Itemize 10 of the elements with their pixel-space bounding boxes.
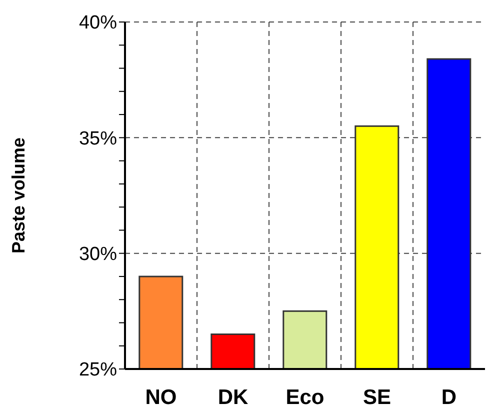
x-tick-label: D — [441, 386, 457, 409]
x-tick-label: SE — [362, 386, 392, 409]
x-tick-label: DK — [218, 386, 248, 409]
y-tick-label: 30% — [78, 244, 118, 266]
y-tick-label: 35% — [78, 128, 118, 150]
y-tick-label: 25% — [78, 360, 118, 381]
x-tick-label: Eco — [286, 386, 324, 409]
y-axis-title: Paste volume — [8, 137, 28, 254]
x-tick-label: NO — [145, 386, 177, 409]
y-tick-label: 40% — [78, 12, 118, 34]
